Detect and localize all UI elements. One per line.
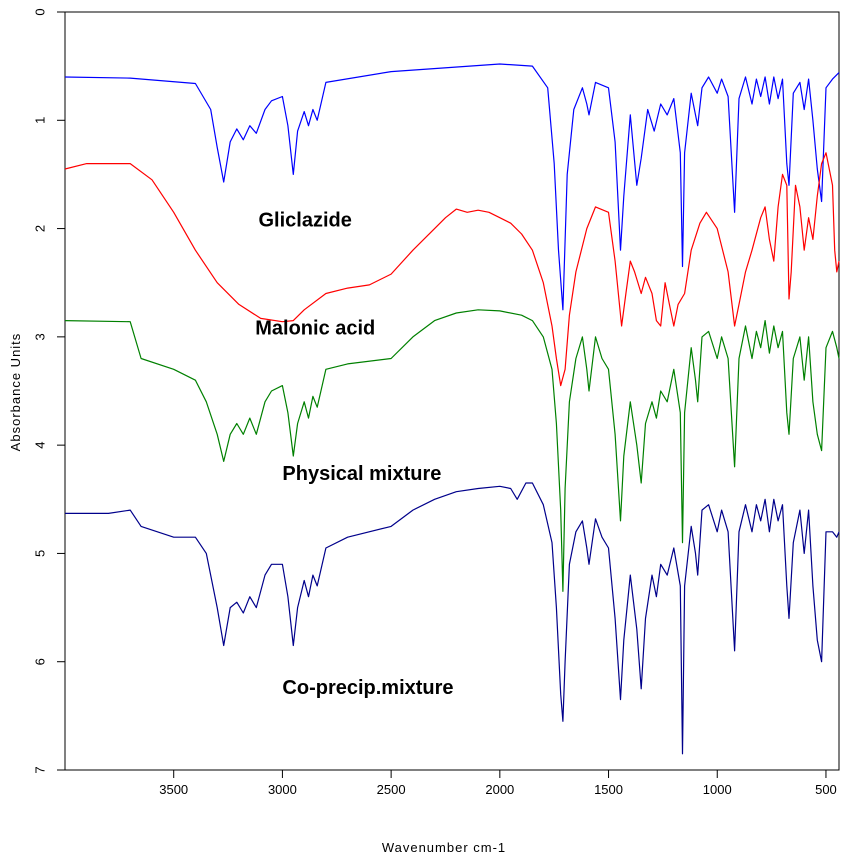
y-axis-title: Absorbance Units bbox=[8, 333, 23, 452]
x-axis: 3500 3000 2500 2000 1500 1000 500 bbox=[159, 770, 837, 797]
y-tick-label: 1 bbox=[32, 117, 47, 124]
x-tick-label: 1000 bbox=[703, 782, 732, 797]
y-tick-label: 7 bbox=[32, 766, 47, 773]
y-axis: 0 1 2 3 4 5 6 7 bbox=[32, 8, 65, 774]
series-line-4 bbox=[65, 482, 840, 755]
series-layer bbox=[64, 63, 840, 755]
series-label-4: Co-precip.mixture bbox=[282, 677, 453, 699]
x-tick-label: 3500 bbox=[159, 782, 188, 797]
series-line-1 bbox=[64, 63, 840, 311]
y-tick-label: 0 bbox=[32, 8, 47, 15]
x-tick-label: 1500 bbox=[594, 782, 623, 797]
y-tick-label: 4 bbox=[32, 442, 47, 449]
series-label-3: Physical mixture bbox=[282, 463, 441, 485]
plot-area bbox=[64, 11, 840, 771]
annotation-layer: Gliclazide Malonic acid Physical mixture Co… bbox=[255, 209, 453, 699]
y-tick-label: 6 bbox=[32, 658, 47, 665]
plot-frame bbox=[64, 11, 840, 771]
series-label-1: Gliclazide bbox=[259, 209, 352, 231]
y-tick-label: 2 bbox=[32, 225, 47, 232]
x-tick-label: 2500 bbox=[377, 782, 406, 797]
y-tick-label: 3 bbox=[32, 333, 47, 340]
series-label-2: Malonic acid bbox=[255, 318, 375, 340]
series-line-2 bbox=[64, 152, 840, 387]
x-tick-label: 500 bbox=[815, 782, 837, 797]
x-axis-title: Wavenumber cm-1 bbox=[382, 840, 506, 855]
x-tick-label: 3000 bbox=[268, 782, 297, 797]
y-tick-label: 5 bbox=[32, 550, 47, 557]
series-line-3 bbox=[64, 309, 840, 592]
x-tick-label: 2000 bbox=[485, 782, 514, 797]
